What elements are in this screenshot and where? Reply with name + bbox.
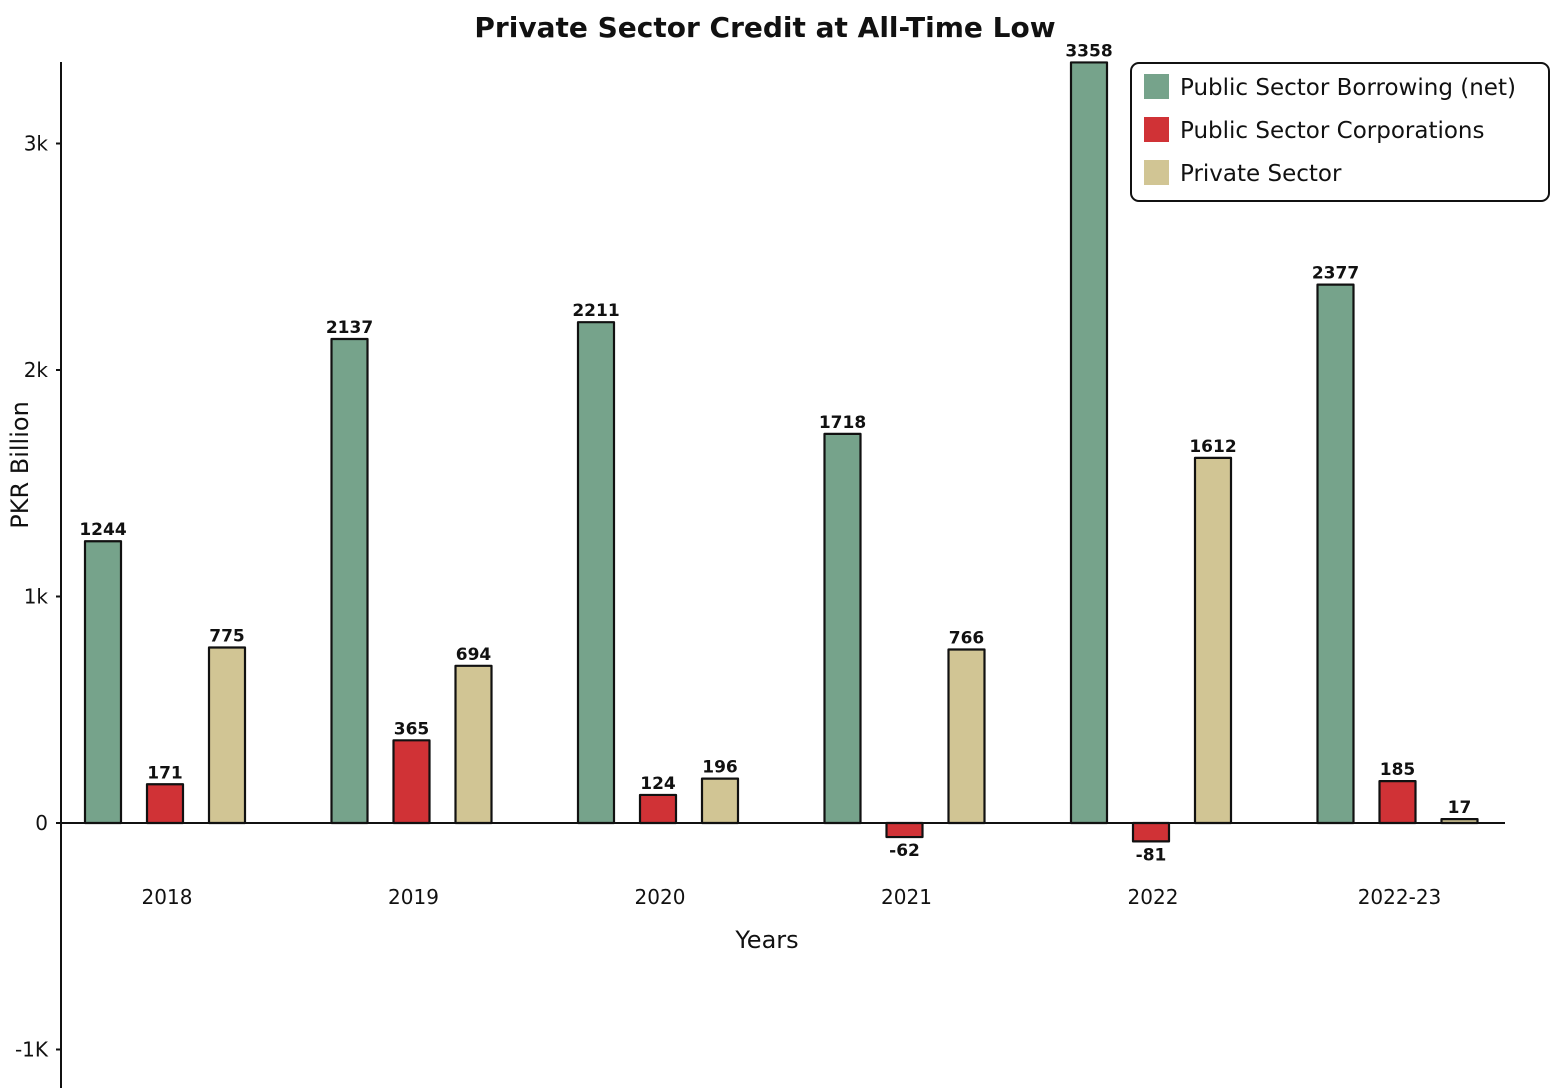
y-tick-label: 0 <box>35 811 48 835</box>
bar <box>947 648 986 825</box>
bar <box>145 783 185 825</box>
x-axis-label: Years <box>734 926 798 954</box>
bar <box>1131 821 1171 843</box>
bars <box>83 61 1479 843</box>
data-label: 196 <box>702 758 738 778</box>
bar <box>638 793 678 825</box>
legend-swatch <box>1144 160 1169 185</box>
x-tick-label: 2021 <box>881 885 932 909</box>
y-tick-label: 1k <box>24 585 49 609</box>
data-label: 2211 <box>572 301 619 321</box>
y-tick-label: 3k <box>24 132 49 156</box>
data-label: -81 <box>1136 845 1167 865</box>
x-tick-label: 2020 <box>635 885 686 909</box>
bar <box>207 646 247 825</box>
x-tick-label: 2019 <box>388 885 439 909</box>
data-label: 2137 <box>326 318 373 338</box>
data-label: 124 <box>640 774 676 794</box>
legend-entry: Public Sector Borrowing (net) <box>1180 75 1516 101</box>
bar <box>576 321 616 825</box>
legend-box <box>1130 62 1550 202</box>
x-tick-label: 2022-23 <box>1358 885 1442 909</box>
bar <box>823 432 862 825</box>
bar <box>1316 283 1355 825</box>
data-label: 1612 <box>1189 437 1236 457</box>
data-label: 775 <box>209 626 245 646</box>
data-label: -62 <box>889 841 920 861</box>
data-label: 766 <box>949 629 985 649</box>
data-label: 3358 <box>1065 41 1112 61</box>
legend: Public Sector Borrowing (net) Public Sect… <box>1130 62 1550 202</box>
x-tick-label: 2022 <box>1128 885 1179 909</box>
legend-entry: Private Sector <box>1180 161 1342 187</box>
legend-swatch <box>1144 117 1169 142</box>
data-label: 1718 <box>819 413 866 433</box>
bar <box>885 821 924 839</box>
data-label: 2377 <box>1312 264 1359 284</box>
bar <box>454 664 493 825</box>
data-label: 1244 <box>79 520 126 540</box>
y-axis-label: PKR Billion <box>6 401 34 529</box>
bar <box>1069 61 1109 825</box>
data-label: 171 <box>147 763 183 783</box>
data-labels: 1244 2137 2211 1718 3358 2377 171 365 124 -62 -81 1… <box>79 41 1471 865</box>
y-tick-label: 2k <box>24 358 49 382</box>
bar <box>83 540 123 825</box>
bar <box>1193 456 1233 825</box>
bar <box>330 337 369 825</box>
bar <box>700 777 740 825</box>
legend-swatch <box>1144 74 1169 99</box>
chart-title: Private Sector Credit at All-Time Low <box>474 11 1055 44</box>
data-label: 185 <box>1380 760 1416 780</box>
y-tick-label: -1K <box>15 1038 49 1062</box>
data-label: 365 <box>394 719 430 739</box>
x-axis: 2018 2019 2020 2021 2022 2022-23 <box>62 822 1505 909</box>
y-axis: -1K 0 1k 2k 3k <box>15 62 62 1088</box>
bar <box>1378 779 1417 825</box>
bar <box>392 739 431 825</box>
data-label: 694 <box>456 645 492 665</box>
legend-entry: Public Sector Corporations <box>1180 118 1484 144</box>
data-label: 17 <box>1448 798 1472 818</box>
x-tick-label: 2018 <box>142 885 193 909</box>
